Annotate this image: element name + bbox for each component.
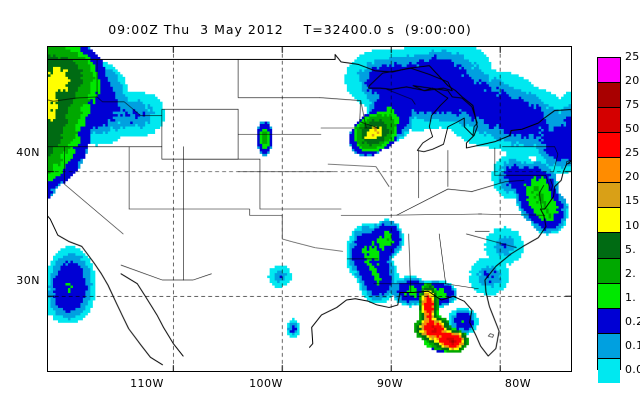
x-axis-tick-100w: 100W bbox=[249, 377, 283, 390]
plot-title: 09:00Z Thu 3 May 2012 T=32400.0 s (9:00:… bbox=[108, 22, 472, 37]
colorbar-band bbox=[598, 358, 620, 383]
colorbar-tick-label: 10. bbox=[625, 218, 640, 232]
colorbar-band bbox=[598, 308, 620, 334]
colorbar-band bbox=[598, 258, 620, 284]
x-axis-tick-90w: 90W bbox=[376, 377, 404, 390]
colorbar-band bbox=[598, 183, 620, 209]
colorbar-tick-label: 200. bbox=[625, 74, 640, 88]
colorbar-band bbox=[598, 158, 620, 184]
colorbar-tick-label: 1. bbox=[625, 290, 637, 304]
colorbar-band bbox=[598, 108, 620, 134]
colorbar-band bbox=[598, 233, 620, 259]
x-axis-tick-110w: 110W bbox=[130, 377, 164, 390]
colorbar-tick-label: 25. bbox=[625, 146, 640, 160]
colorbar-band bbox=[598, 58, 620, 84]
colorbar-band bbox=[598, 133, 620, 159]
colorbar-band bbox=[598, 208, 620, 234]
colorbar-tick-label: 20. bbox=[625, 170, 640, 184]
map-plot-area[interactable] bbox=[47, 46, 572, 372]
y-axis-tick-30n: 30N bbox=[16, 274, 40, 287]
x-axis-tick-80w: 80W bbox=[504, 377, 532, 390]
colorbar-tick-label: 5. bbox=[625, 242, 637, 256]
colorbar-tick-label: 2. bbox=[625, 266, 637, 280]
colorbar-band bbox=[598, 333, 620, 359]
colorbar-tick-label: 250. bbox=[625, 50, 640, 63]
colorbar-tick-label: 0.25 bbox=[625, 314, 640, 328]
colorbar-band bbox=[598, 83, 620, 109]
colorbar-band bbox=[598, 283, 620, 309]
colorbar-tick-label: 50. bbox=[625, 122, 640, 136]
precipitation-field-canvas bbox=[48, 47, 571, 371]
y-axis-tick-40n: 40N bbox=[16, 146, 40, 159]
colorbar[interactable] bbox=[597, 57, 621, 383]
colorbar-tick-label: 0.10 bbox=[625, 338, 640, 352]
colorbar-tick-label: 75. bbox=[625, 98, 640, 112]
colorbar-tick-label: 0.01 bbox=[625, 363, 640, 376]
colorbar-tick-label: 15. bbox=[625, 194, 640, 208]
